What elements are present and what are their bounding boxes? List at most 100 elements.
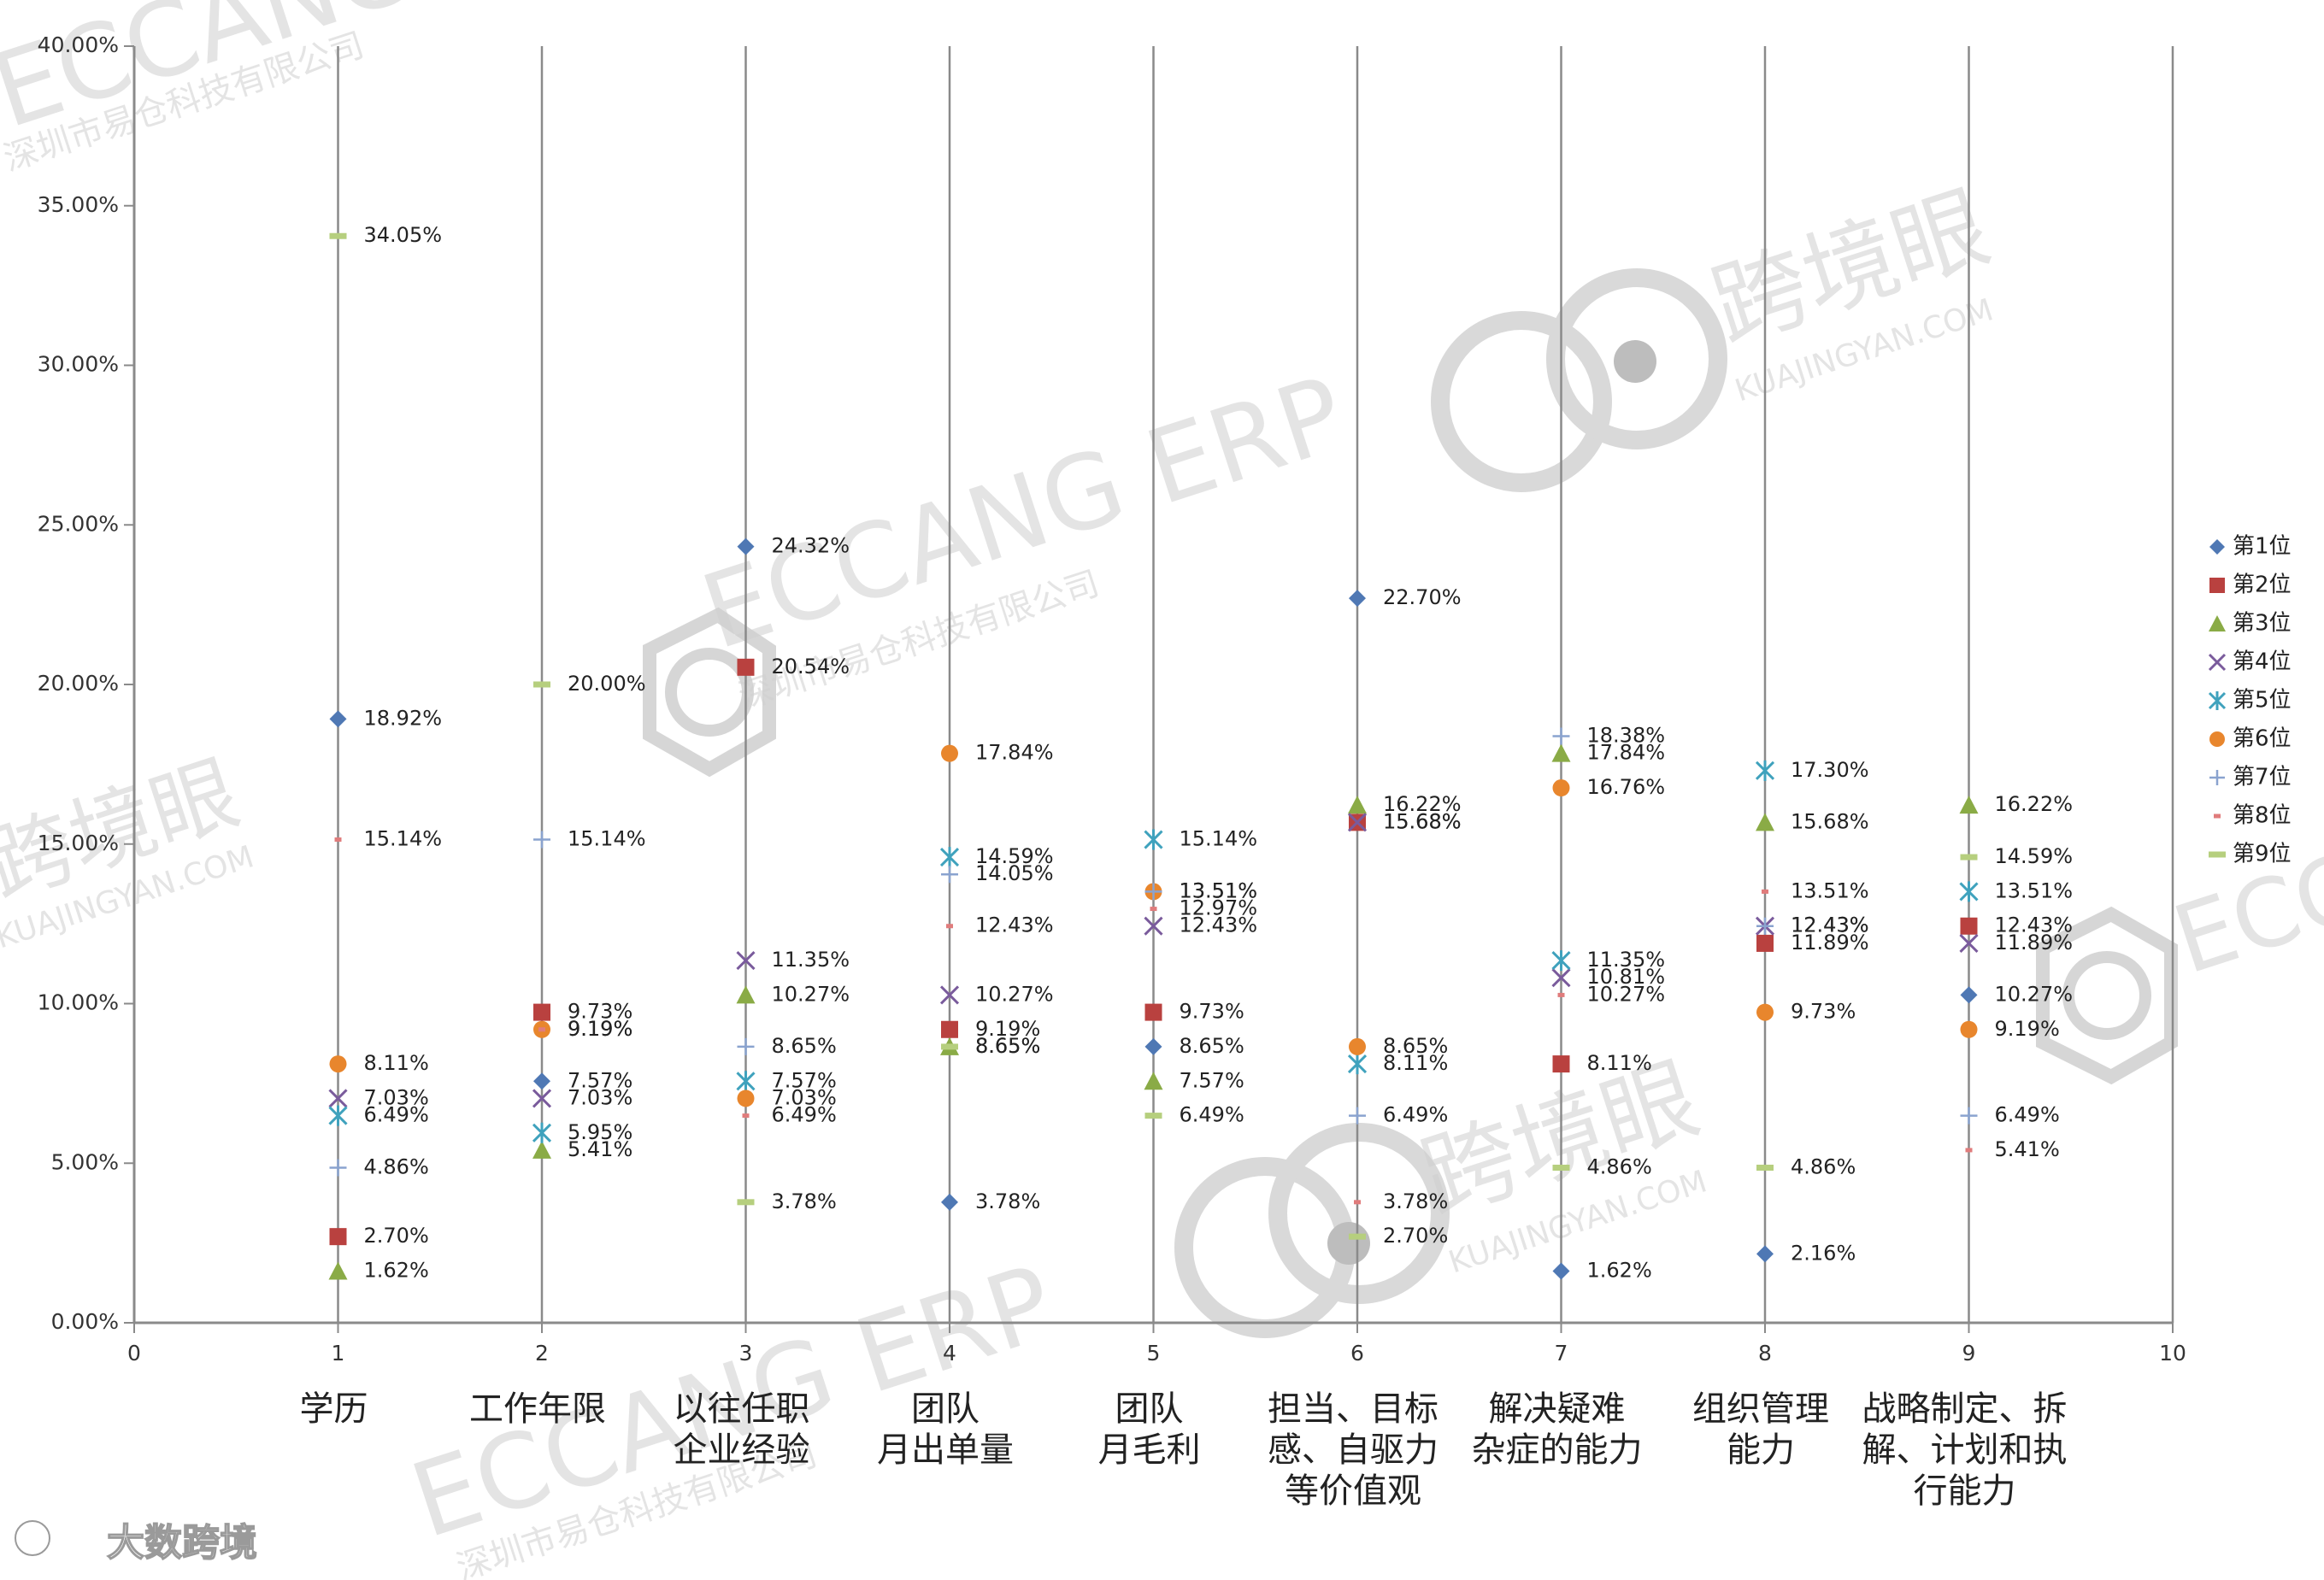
data-label: 9.19%: [568, 1017, 632, 1041]
data-markers: [328, 232, 1979, 1280]
marker-8-6: [1354, 1200, 1361, 1205]
marker-5-6: [1347, 1054, 1368, 1075]
data-label: 15.14%: [1180, 827, 1258, 851]
data-label: 6.49%: [364, 1103, 429, 1127]
data-label: 24.32%: [772, 534, 850, 558]
watermark-eye-logo-top: [1431, 268, 1727, 492]
category-label: 学历: [300, 1389, 368, 1429]
marker-1-7: [1552, 1262, 1570, 1280]
marker-2-3: [737, 658, 755, 676]
marker-5-7: [1551, 950, 1571, 972]
data-label: 34.05%: [364, 223, 443, 247]
y-tick-label: 25.00%: [38, 511, 119, 536]
data-label: 11.35%: [772, 948, 850, 972]
data-labels: 18.92% 7.57% 24.32% 3.78% 8.65% 22.70% 1.62% 2.…: [364, 223, 2074, 1282]
marker-4-9: [1959, 933, 1979, 953]
y-tick-label: 5.00%: [51, 1149, 119, 1174]
category-label: 月毛利: [1098, 1430, 1201, 1470]
y-tick-label: 15.00%: [38, 831, 119, 855]
category-label: 等价值观: [1285, 1471, 1421, 1511]
data-label: 11.89%: [1791, 931, 1869, 954]
marker-9-6: [1349, 1233, 1366, 1240]
marker-7-8: [1756, 917, 1774, 935]
category-label: 工作年限: [469, 1389, 606, 1429]
legend-label: 第6位: [2233, 726, 2292, 752]
data-label: 20.54%: [772, 655, 850, 678]
marker-3-2: [532, 1140, 551, 1159]
category-label: 担当、目标: [1268, 1389, 1439, 1429]
data-label: 8.65%: [975, 1034, 1040, 1058]
data-label: 16.76%: [1587, 775, 1666, 799]
legend-label: 第3位: [2233, 611, 2292, 637]
data-label: 9.73%: [1791, 1000, 1856, 1024]
marker-6-9: [1960, 1020, 1978, 1038]
data-label: 6.49%: [772, 1103, 837, 1127]
data-label: 10.27%: [975, 982, 1054, 1006]
marker-4-4: [939, 985, 960, 1005]
x-tick-label: 5: [1147, 1341, 1161, 1366]
dashu-logo-icon: [12, 1512, 100, 1559]
marker-9-2: [533, 681, 550, 688]
marker-3-7: [1551, 743, 1571, 762]
data-label: 5.41%: [1995, 1137, 2060, 1161]
marker-4-7: [1551, 968, 1571, 988]
marker-1-2: [533, 1072, 550, 1090]
marker-3-1: [328, 1261, 348, 1280]
y-tick-label: 40.00%: [38, 32, 119, 57]
category-label: 团队: [1115, 1389, 1184, 1429]
marker-4-6: [1347, 813, 1368, 832]
data-label: 8.65%: [772, 1034, 837, 1058]
marker-1-4: [941, 1193, 958, 1211]
data-label: 13.51%: [1180, 878, 1258, 902]
data-label: 10.27%: [772, 982, 850, 1006]
data-label: 4.86%: [1587, 1154, 1652, 1178]
data-label: 6.49%: [1995, 1103, 2060, 1127]
data-label: 3.78%: [1383, 1189, 1448, 1213]
data-label: 1.62%: [364, 1258, 429, 1282]
data-label: 2.16%: [1791, 1241, 1856, 1265]
data-label: 12.43%: [975, 913, 1054, 937]
marker-9-5: [1144, 1113, 1162, 1119]
marker-1-3: [737, 537, 755, 555]
data-label: 12.43%: [1995, 913, 2074, 937]
legend-marker-2: [2209, 578, 2225, 593]
marker-2-7: [1552, 1055, 1570, 1073]
marker-1-6: [1349, 590, 1366, 608]
legend-marker-9: [2209, 851, 2226, 858]
marker-5-8: [1755, 760, 1775, 781]
data-label: 1.62%: [1587, 1258, 1652, 1282]
marker-7-7: [1552, 727, 1570, 745]
data-label: 12.43%: [1180, 913, 1258, 937]
marker-8-8: [1762, 889, 1768, 894]
marker-5-5: [1144, 829, 1163, 850]
data-label: 6.49%: [1383, 1103, 1448, 1127]
data-label: 7.03%: [772, 1085, 837, 1109]
data-label: 13.51%: [1791, 878, 1869, 902]
marker-3-5: [1144, 1072, 1163, 1090]
y-tick-label: 20.00%: [38, 671, 119, 696]
marker-8-4: [946, 924, 953, 929]
marker-8-9: [1965, 1148, 1973, 1153]
data-label: 17.84%: [1587, 741, 1666, 765]
legend-marker-5: [2208, 691, 2227, 710]
marker-9-9: [1960, 854, 1978, 860]
data-label: 15.68%: [1383, 809, 1462, 833]
category-label: 月出单量: [877, 1430, 1014, 1470]
data-label: 13.51%: [1995, 878, 2074, 902]
marker-5-1: [328, 1105, 348, 1126]
marker-4-3: [736, 951, 756, 971]
data-label: 14.59%: [1995, 844, 2074, 868]
data-label: 22.70%: [1383, 585, 1462, 609]
category-labels: 学历 工作年限 以往任职企业经验团队月出单量团队月毛利担当、目标感、自驱力等价值观解…: [300, 1389, 2068, 1511]
footer-brand-text: 大数跨境: [107, 1521, 257, 1565]
data-label: 7.57%: [1180, 1068, 1244, 1092]
marker-8-3: [742, 1113, 750, 1119]
legend-label: 第7位: [2233, 765, 2292, 790]
data-label: 15.14%: [364, 827, 443, 851]
data-label: 2.70%: [1383, 1224, 1448, 1248]
category-label: 能力: [1727, 1430, 1795, 1470]
legend-marker-3: [2209, 615, 2226, 631]
marker-2-2: [533, 1003, 550, 1021]
data-label: 3.78%: [975, 1189, 1040, 1213]
marker-1-1: [329, 710, 347, 728]
